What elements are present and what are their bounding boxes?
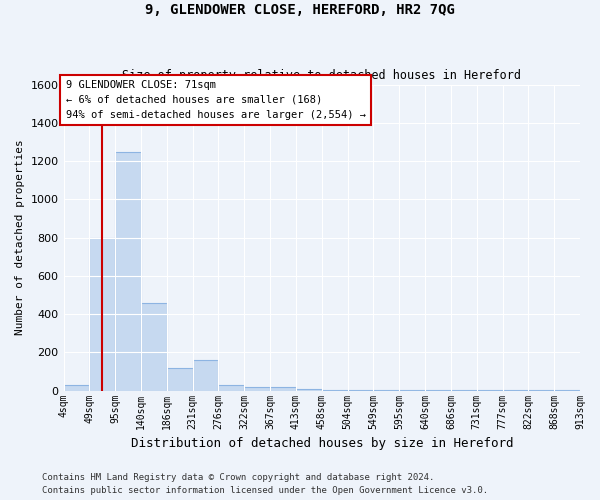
Bar [64, 385, 89, 390]
Bar [167, 368, 193, 390]
Bar [244, 387, 270, 390]
Text: 9, GLENDOWER CLOSE, HEREFORD, HR2 7QG: 9, GLENDOWER CLOSE, HEREFORD, HR2 7QG [145, 2, 455, 16]
Title: Size of property relative to detached houses in Hereford: Size of property relative to detached ho… [122, 69, 521, 82]
Y-axis label: Number of detached properties: Number of detached properties [15, 140, 25, 336]
Bar [193, 360, 218, 390]
Bar [218, 385, 244, 390]
Text: Contains HM Land Registry data © Crown copyright and database right 2024.
Contai: Contains HM Land Registry data © Crown c… [42, 474, 488, 495]
Text: 9 GLENDOWER CLOSE: 71sqm
← 6% of detached houses are smaller (168)
94% of semi-d: 9 GLENDOWER CLOSE: 71sqm ← 6% of detache… [65, 80, 365, 120]
Bar [270, 387, 296, 390]
X-axis label: Distribution of detached houses by size in Hereford: Distribution of detached houses by size … [131, 437, 513, 450]
Bar [141, 302, 167, 390]
Bar [89, 238, 115, 390]
Bar [115, 152, 141, 390]
Bar [296, 388, 322, 390]
